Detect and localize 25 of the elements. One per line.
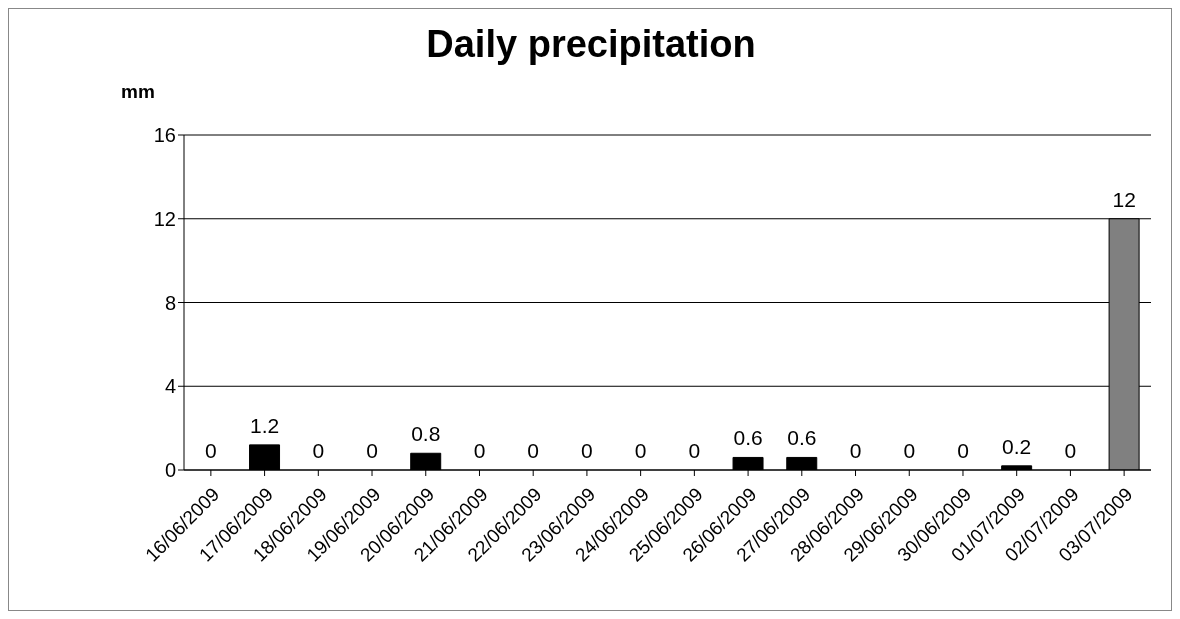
data-label: 0 [581,439,593,462]
y-axis-title: mm [121,81,155,103]
y-tick-label: 16 [153,124,176,147]
data-label: 0 [366,439,378,462]
y-tick-label: 4 [164,375,176,398]
data-label: 0 [634,439,647,462]
y-tick-label: 0 [164,459,176,482]
data-label: 0 [903,439,916,462]
data-label: 12 [1112,187,1136,211]
data-label: 0.8 [411,422,441,446]
data-label: 0.2 [1002,434,1032,458]
data-label: 1.2 [249,413,280,437]
data-label: 0 [849,439,862,462]
data-label: 0 [473,439,486,462]
y-tick-label: 8 [164,291,176,314]
data-label: 0 [527,439,540,462]
data-label: 0.6 [787,426,817,450]
y-tick-label: 12 [153,207,176,230]
data-label: 0 [1064,439,1077,462]
data-label: 0 [688,439,701,462]
data-label: 0 [205,439,217,462]
data-label: 0 [312,439,325,462]
chart-title: Daily precipitation [425,23,757,66]
data-label: 0.6 [733,426,763,450]
data-label: 0 [957,439,969,462]
